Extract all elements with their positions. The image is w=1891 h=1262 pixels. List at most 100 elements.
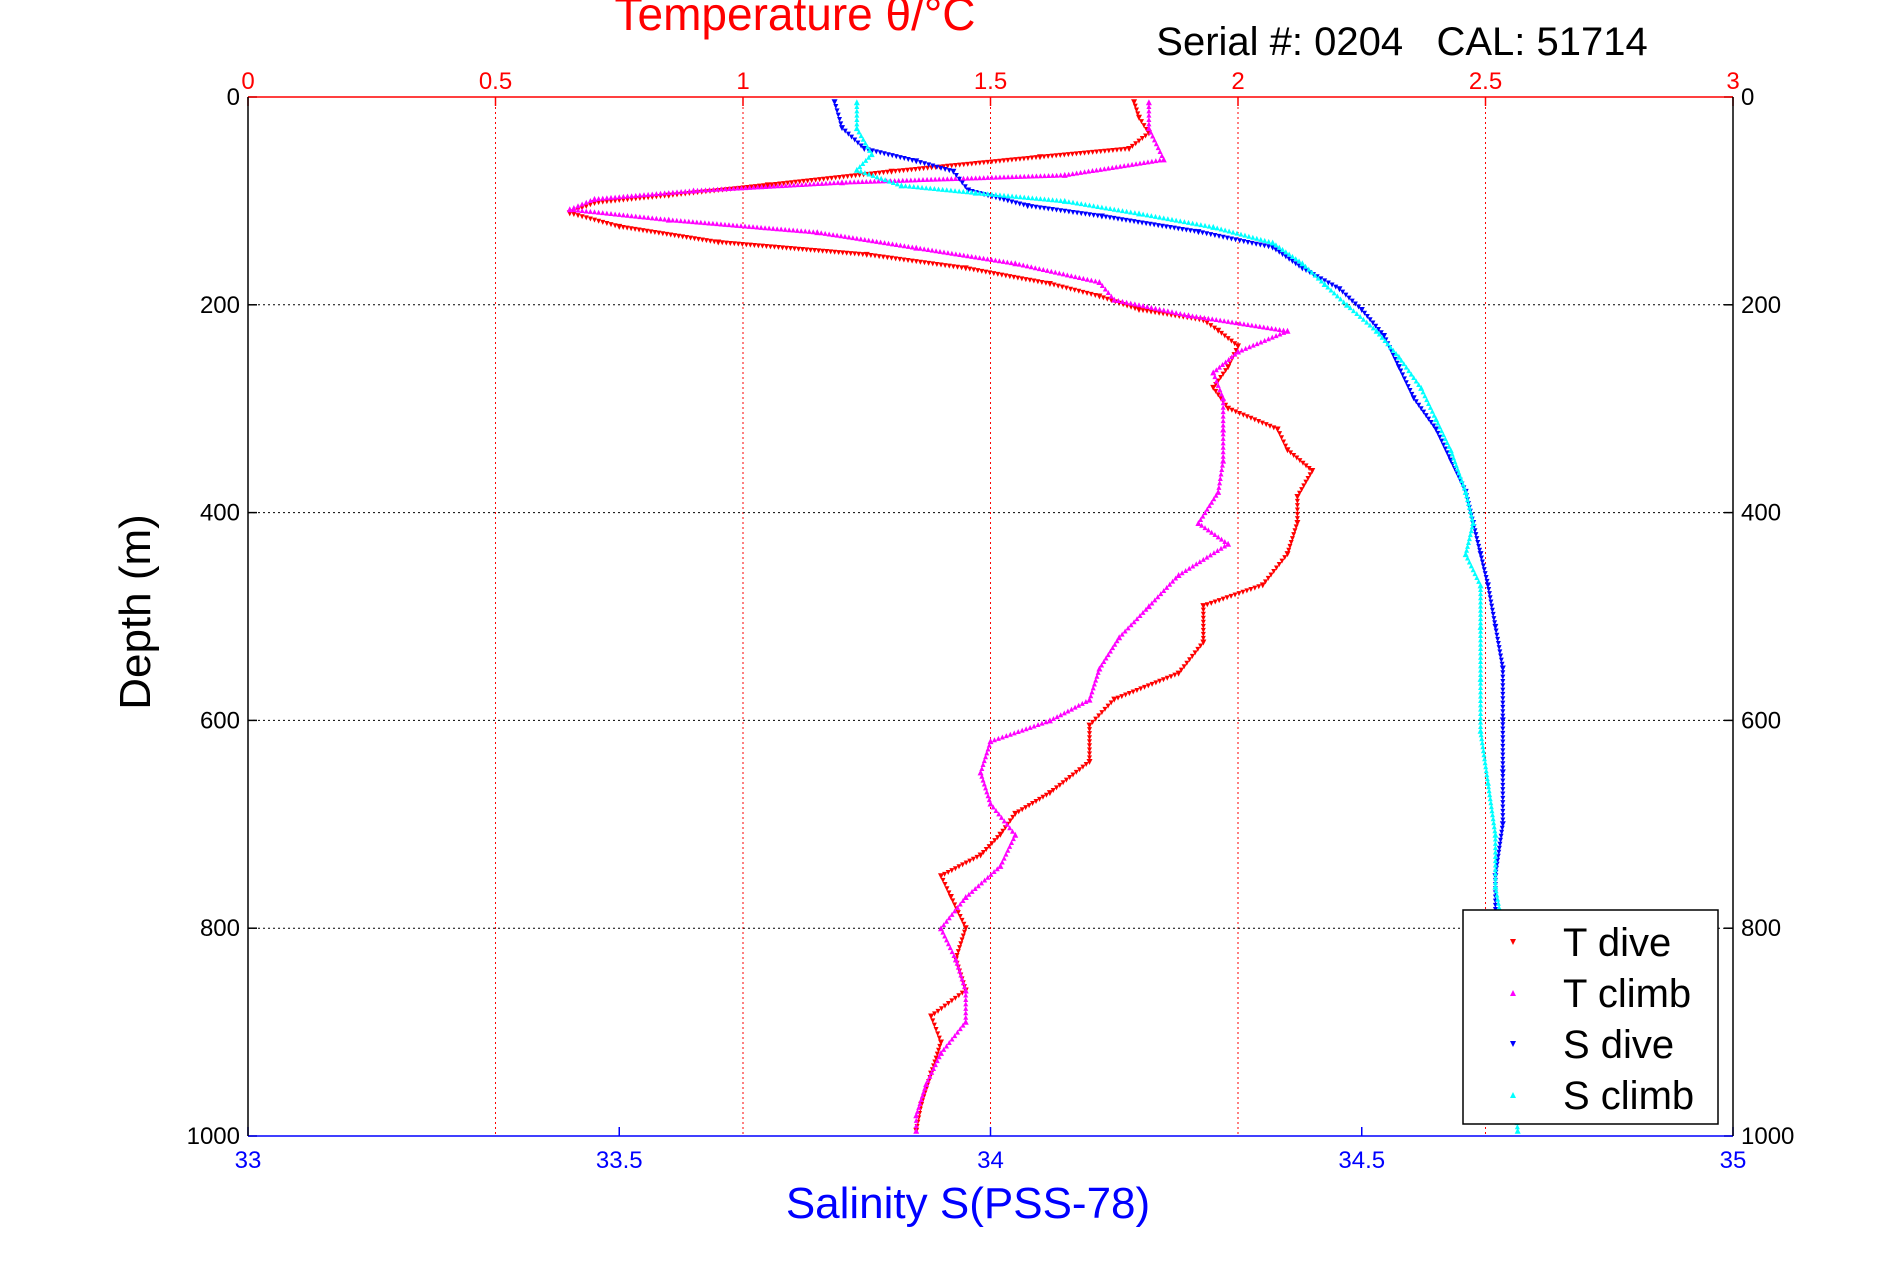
data-point bbox=[1222, 333, 1228, 339]
data-point bbox=[1401, 361, 1407, 367]
data-point bbox=[1070, 209, 1076, 215]
data-point bbox=[1276, 244, 1282, 250]
data-point bbox=[1140, 303, 1146, 309]
data-point bbox=[954, 952, 960, 958]
data-point bbox=[624, 225, 630, 231]
data-point bbox=[901, 243, 907, 249]
data-point bbox=[969, 888, 975, 894]
data-point bbox=[1325, 280, 1331, 286]
data-point bbox=[1495, 641, 1501, 647]
data-point bbox=[1200, 627, 1206, 633]
data-point bbox=[1126, 691, 1132, 697]
data-point bbox=[1478, 620, 1484, 626]
data-point bbox=[915, 184, 921, 190]
data-point bbox=[833, 104, 839, 110]
data-point bbox=[944, 187, 950, 193]
data-point bbox=[952, 175, 958, 181]
data-point bbox=[962, 894, 969, 901]
data-point bbox=[1160, 311, 1166, 317]
data-point bbox=[1161, 588, 1167, 594]
data-point bbox=[986, 742, 992, 748]
data-point bbox=[986, 844, 992, 850]
data-point bbox=[1003, 733, 1009, 739]
data-point bbox=[1177, 218, 1183, 224]
data-point bbox=[1211, 496, 1217, 502]
data-point bbox=[1168, 674, 1174, 680]
data-point bbox=[1294, 519, 1301, 526]
data-point bbox=[1118, 147, 1124, 153]
data-point bbox=[957, 914, 963, 920]
data-point bbox=[1220, 422, 1226, 428]
data-point bbox=[922, 260, 927, 266]
data-point bbox=[702, 220, 708, 226]
data-point bbox=[629, 193, 635, 199]
data-point bbox=[929, 1069, 935, 1075]
data-point bbox=[960, 897, 966, 903]
data-point bbox=[1007, 825, 1013, 831]
data-point bbox=[1183, 227, 1189, 233]
data-point bbox=[1246, 233, 1252, 239]
data-point bbox=[1309, 269, 1315, 275]
data-point bbox=[1493, 628, 1499, 634]
data-point bbox=[962, 929, 968, 935]
data-point bbox=[1246, 344, 1252, 350]
data-point bbox=[803, 181, 809, 187]
data-point bbox=[583, 215, 589, 221]
data-point bbox=[935, 1031, 941, 1037]
data-point bbox=[905, 258, 911, 264]
data-point bbox=[1086, 150, 1092, 156]
data-point bbox=[1370, 325, 1376, 331]
data-point bbox=[672, 233, 678, 239]
data-point bbox=[1233, 348, 1239, 354]
data-point bbox=[827, 180, 833, 186]
data-point bbox=[1167, 581, 1173, 587]
data-point bbox=[1259, 582, 1266, 589]
data-point bbox=[660, 231, 666, 237]
data-point bbox=[1108, 298, 1114, 304]
data-point bbox=[1276, 562, 1282, 568]
data-point bbox=[1131, 619, 1137, 625]
data-point bbox=[707, 187, 713, 193]
data-point bbox=[1054, 714, 1060, 720]
data-point bbox=[1072, 274, 1078, 280]
data-point bbox=[1201, 315, 1207, 321]
data-point bbox=[1091, 681, 1097, 687]
data-point bbox=[1225, 318, 1231, 324]
data-point bbox=[1224, 235, 1230, 241]
data-point bbox=[662, 190, 668, 196]
data-point bbox=[1482, 760, 1488, 766]
data-point bbox=[987, 738, 994, 745]
data-point bbox=[817, 177, 823, 183]
data-point bbox=[649, 191, 655, 197]
legend-marker-t-dive bbox=[1510, 939, 1516, 945]
data-point bbox=[844, 250, 850, 256]
data-point bbox=[947, 894, 954, 901]
data-point bbox=[1016, 261, 1022, 267]
data-point bbox=[849, 173, 855, 179]
data-point bbox=[1478, 702, 1484, 708]
data-point bbox=[989, 159, 995, 165]
data-point bbox=[1066, 209, 1072, 215]
data-point bbox=[940, 877, 946, 883]
data-point bbox=[1221, 318, 1227, 324]
data-point bbox=[778, 226, 784, 232]
data-point bbox=[1107, 206, 1113, 212]
data-point bbox=[952, 995, 958, 1001]
data-point bbox=[944, 937, 950, 943]
data-point bbox=[761, 183, 767, 189]
data-point bbox=[842, 128, 848, 134]
data-point bbox=[1492, 840, 1498, 846]
data-point bbox=[1213, 317, 1219, 323]
data-point bbox=[1277, 331, 1283, 337]
data-point bbox=[799, 181, 805, 187]
data-point bbox=[881, 170, 887, 176]
data-point bbox=[592, 209, 597, 215]
data-point bbox=[1061, 171, 1068, 178]
depth-tick-label-right: 600 bbox=[1741, 707, 1781, 734]
depth-tick-label-right: 1000 bbox=[1741, 1123, 1794, 1150]
data-point bbox=[787, 182, 793, 188]
data-point bbox=[1005, 157, 1011, 163]
data-point bbox=[1009, 199, 1015, 205]
data-point bbox=[1181, 664, 1187, 670]
data-point bbox=[946, 168, 952, 174]
